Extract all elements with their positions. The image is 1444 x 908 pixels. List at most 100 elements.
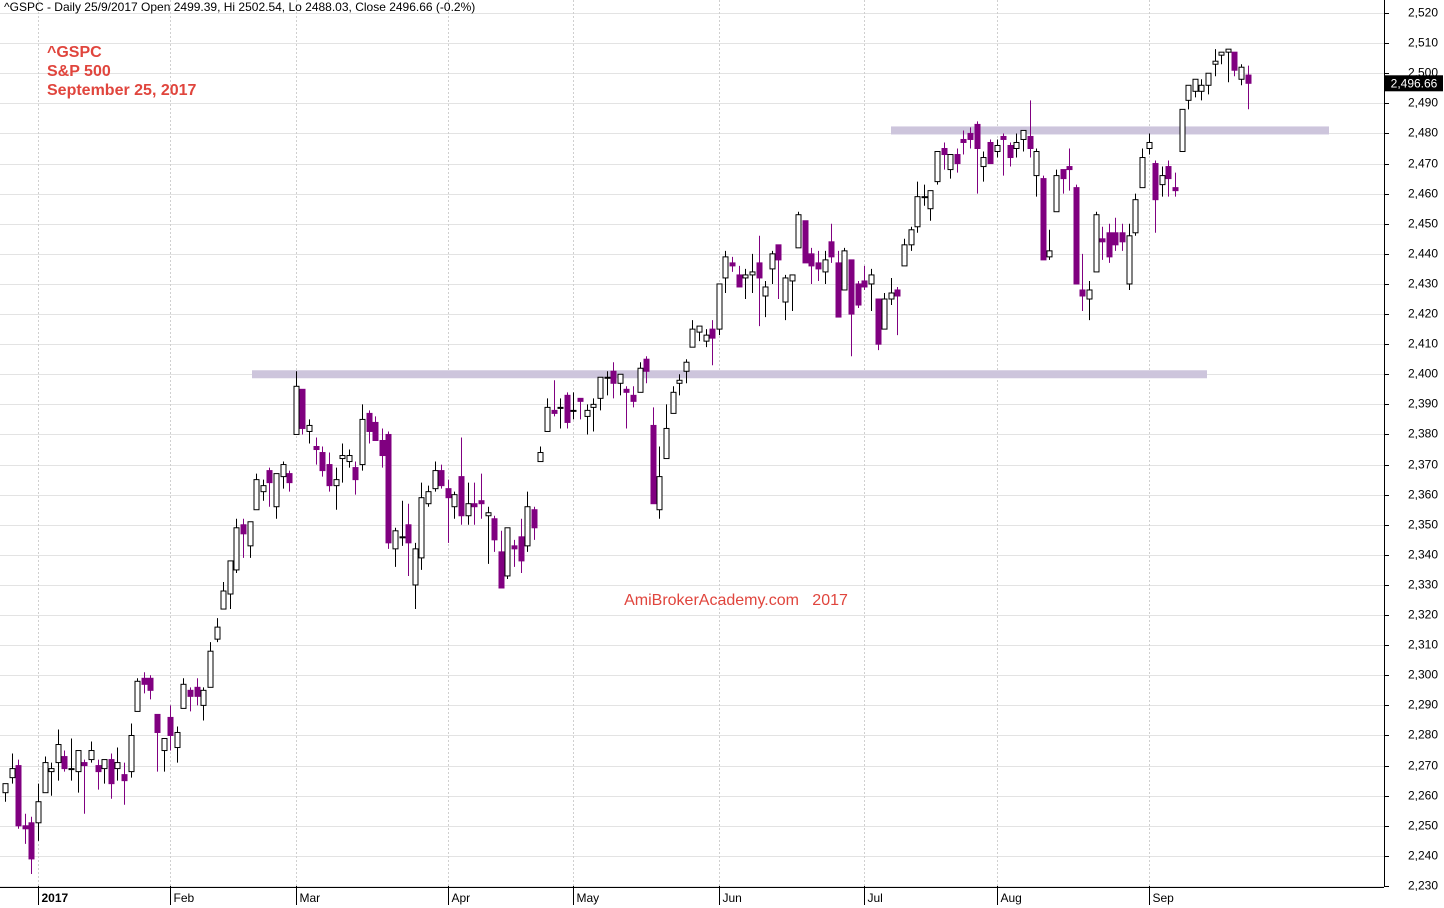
- candle-body: [1152, 163, 1159, 201]
- candle-body: [1192, 78, 1199, 92]
- candle-body: [1099, 238, 1106, 243]
- candle-body: [623, 388, 630, 393]
- candle-body: [689, 328, 696, 348]
- candle-body: [643, 358, 650, 372]
- y-tick-label: 2,370: [1408, 458, 1438, 472]
- candle-body: [782, 277, 789, 303]
- candle-body: [61, 756, 68, 770]
- candle-body: [35, 801, 42, 824]
- candle-body: [934, 151, 941, 183]
- candle-body: [1033, 151, 1040, 177]
- candle-body: [716, 283, 723, 330]
- candle-body: [980, 157, 987, 168]
- candle-body: [385, 433, 392, 544]
- candle-body: [485, 512, 492, 517]
- candle-body: [960, 138, 967, 143]
- candle-body: [544, 406, 551, 432]
- candle-body: [1007, 144, 1014, 159]
- y-tick-label: 2,350: [1408, 518, 1438, 532]
- candle-body: [1106, 232, 1113, 258]
- candle-body: [22, 825, 29, 830]
- candle-body: [861, 280, 868, 288]
- candle-body: [1179, 108, 1186, 153]
- candle-body: [1086, 289, 1093, 300]
- candle-body: [15, 765, 22, 827]
- candle-body: [1053, 175, 1060, 213]
- candle-body: [141, 677, 148, 685]
- candle-body: [789, 274, 796, 282]
- candle-body: [855, 283, 862, 306]
- candle-body: [1119, 232, 1126, 243]
- candle-body: [1172, 187, 1179, 192]
- candle-body: [1079, 289, 1086, 297]
- candle-body: [194, 686, 201, 697]
- candle-body: [762, 286, 769, 297]
- y-tick-label: 2,310: [1408, 638, 1438, 652]
- candle-body: [1126, 235, 1133, 285]
- x-tick-label: Apr: [452, 891, 471, 905]
- candle-body: [663, 427, 670, 460]
- x-tick-label: Jul: [868, 891, 883, 905]
- candle-body: [333, 479, 340, 487]
- candle-body: [1046, 250, 1053, 258]
- x-tick-label: May: [577, 891, 600, 905]
- candle-body: [881, 298, 888, 330]
- candle-body: [994, 144, 1001, 153]
- candle-body: [187, 689, 194, 697]
- y-tick-label: 2,360: [1408, 488, 1438, 502]
- y-tick-label: 2,420: [1408, 307, 1438, 321]
- y-tick-label: 2,240: [1408, 849, 1438, 863]
- y-tick-label: 2,380: [1408, 427, 1438, 441]
- level-band: [252, 370, 1207, 379]
- candle-body: [68, 768, 75, 771]
- candle-body: [584, 409, 591, 417]
- y-tick-label: 2,290: [1408, 698, 1438, 712]
- candle-body: [154, 713, 161, 733]
- candle-body: [1093, 214, 1100, 273]
- y-tick-label: 2,400: [1408, 367, 1438, 381]
- candle-body: [518, 536, 525, 562]
- candle-body: [491, 518, 498, 541]
- candle-body: [432, 470, 439, 490]
- candle-body: [114, 762, 121, 770]
- candle-body: [247, 521, 254, 547]
- candle-body: [808, 253, 815, 267]
- candle-body: [1132, 199, 1139, 234]
- candle-body: [703, 334, 710, 342]
- candle-body: [577, 397, 584, 402]
- y-tick-label: 2,320: [1408, 608, 1438, 622]
- candle-body: [412, 548, 419, 586]
- last-price-box: [1385, 75, 1443, 92]
- candle-body: [590, 403, 597, 408]
- candle-body: [676, 379, 683, 384]
- candle-body: [815, 262, 822, 270]
- candle-body: [564, 394, 571, 423]
- candle-body: [161, 738, 168, 752]
- chart-title: ^GSPC - Daily 25/9/2017 Open 2499.39, Hi…: [4, 0, 475, 14]
- y-tick-label: 2,270: [1408, 759, 1438, 773]
- candle-body: [537, 452, 544, 463]
- candle-body: [531, 509, 538, 529]
- candle-body: [696, 325, 703, 333]
- candle-body: [828, 241, 835, 258]
- y-tick-label: 2,390: [1408, 397, 1438, 411]
- candle-body: [445, 488, 452, 499]
- candle-body: [220, 590, 227, 610]
- y-tick-label: 2,460: [1408, 187, 1438, 201]
- candle-body: [399, 536, 406, 539]
- candle-body: [405, 524, 412, 544]
- y-tick-label: 2,480: [1408, 126, 1438, 140]
- last-price-label: 2,496.66: [1391, 76, 1438, 90]
- candle-body: [299, 388, 306, 429]
- candle-body: [1165, 166, 1172, 180]
- candle-body: [597, 376, 604, 399]
- candle-body: [313, 446, 320, 451]
- candles: [2, 48, 1252, 874]
- candle-body: [742, 274, 749, 279]
- y-tick-label: 2,340: [1408, 548, 1438, 562]
- candle-body: [729, 262, 736, 267]
- candle-body: [121, 774, 128, 782]
- candle-body: [266, 470, 273, 484]
- candle-body: [617, 373, 624, 384]
